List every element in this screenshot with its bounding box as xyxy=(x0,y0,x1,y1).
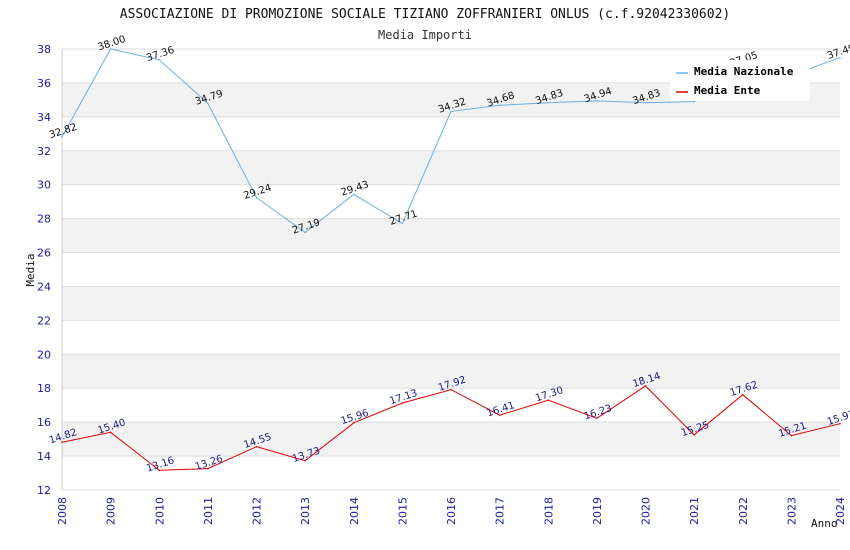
x-tick-label: 2015 xyxy=(396,497,409,525)
x-tick-label: 2020 xyxy=(640,497,653,525)
y-tick-label: 26 xyxy=(37,247,51,260)
grid-band xyxy=(62,286,840,321)
x-axis-label: Anno xyxy=(811,517,838,530)
data-point-media-ente xyxy=(450,388,452,391)
grid-band xyxy=(62,252,840,287)
grid-band xyxy=(62,422,840,457)
data-point-media-ente xyxy=(207,467,209,470)
x-tick-label: 2016 xyxy=(445,497,458,525)
data-point-media-ente xyxy=(158,469,161,472)
data-point-media-nazionale xyxy=(498,104,501,107)
y-tick-label: 36 xyxy=(37,77,51,90)
data-point-media-nazionale xyxy=(450,110,452,113)
data-point-media-ente xyxy=(255,445,258,448)
legend-label-media-nazionale: Media Nazionale xyxy=(694,65,794,78)
y-tick-label: 16 xyxy=(37,416,51,429)
legend-box xyxy=(670,60,810,101)
y-tick-label: 22 xyxy=(37,314,51,327)
y-axis-label: Media xyxy=(24,253,37,286)
grid-band xyxy=(62,218,840,253)
x-tick-label: 2008 xyxy=(56,497,69,525)
data-point-media-nazionale xyxy=(547,101,550,104)
data-point-media-ente xyxy=(693,434,695,436)
legend-label-media-ente: Media Ente xyxy=(694,84,761,97)
legend: Media Nazionale Media Ente xyxy=(670,60,810,101)
chart-title: ASSOCIAZIONE DI PROMOZIONE SOCIALE TIZIA… xyxy=(120,7,730,22)
x-tick-label: 2024 xyxy=(834,497,847,525)
x-tick-label: 2021 xyxy=(688,497,701,525)
data-point-media-ente xyxy=(547,399,550,401)
data-point-media-nazionale xyxy=(61,136,63,138)
grid-band xyxy=(62,150,840,185)
y-tick-label: 38 xyxy=(37,43,51,56)
data-point-media-nazionale xyxy=(644,101,647,104)
data-label-media-nazionale: 37.49 xyxy=(826,43,850,62)
data-point-media-ente xyxy=(741,393,744,396)
x-tick-label: 2018 xyxy=(542,497,555,525)
x-tick-label: 2009 xyxy=(105,497,118,525)
x-tick-label: 2019 xyxy=(591,497,604,525)
data-point-media-ente xyxy=(790,434,793,437)
data-point-media-nazionale xyxy=(255,196,258,199)
data-point-media-ente xyxy=(839,422,841,425)
grid-band xyxy=(62,456,840,490)
data-point-media-nazionale xyxy=(839,56,841,59)
data-point-media-nazionale xyxy=(304,231,306,234)
x-tick-label: 2013 xyxy=(299,497,312,525)
data-point-media-nazionale xyxy=(207,102,209,105)
y-tick-label: 20 xyxy=(37,348,51,361)
data-point-media-nazionale xyxy=(158,59,161,61)
x-tick-label: 2022 xyxy=(737,497,750,525)
y-tick-label: 12 xyxy=(37,484,51,497)
data-point-media-nazionale xyxy=(693,100,695,103)
data-point-media-nazionale xyxy=(596,100,598,102)
y-tick-label: 14 xyxy=(37,450,51,463)
x-tick-label: 2012 xyxy=(251,497,264,525)
data-point-media-ente xyxy=(596,417,598,420)
grid-bands xyxy=(62,49,840,490)
x-tick-label: 2010 xyxy=(153,497,166,525)
grid-band xyxy=(62,116,840,151)
data-point-media-nazionale xyxy=(109,48,112,50)
y-tick-label: 28 xyxy=(37,213,51,226)
data-point-media-ente xyxy=(352,422,355,424)
chart-subtitle: Media Importi xyxy=(378,28,472,42)
x-tick-label: 2011 xyxy=(202,497,215,525)
y-tick-label: 30 xyxy=(37,179,51,192)
data-point-media-ente xyxy=(304,459,306,462)
y-tick-label: 34 xyxy=(37,111,51,124)
grid-band xyxy=(62,388,840,423)
data-point-media-nazionale xyxy=(352,193,355,196)
data-point-media-ente xyxy=(109,431,112,434)
grid-band xyxy=(62,354,840,389)
x-tick-label: 2023 xyxy=(785,497,798,525)
data-point-media-ente xyxy=(644,385,647,387)
x-axis-ticks: 2008 2009 2010 2011 2012 2013 2014 2015 2016 2017… xyxy=(56,497,847,525)
y-axis-ticks: 12 14 16 18 20 22 24 26 28 30 32 34 36 38 xyxy=(37,43,51,497)
data-point-media-nazionale xyxy=(401,222,404,225)
y-tick-label: 24 xyxy=(37,280,51,293)
x-tick-label: 2017 xyxy=(494,497,507,525)
y-tick-label: 32 xyxy=(37,145,51,158)
grid-band xyxy=(62,320,840,355)
y-tick-label: 18 xyxy=(37,382,51,395)
x-tick-label: 2014 xyxy=(348,497,361,525)
data-point-media-ente xyxy=(498,414,501,416)
data-point-media-ente xyxy=(61,441,63,443)
grid-band xyxy=(62,184,840,219)
data-point-media-ente xyxy=(401,402,404,404)
